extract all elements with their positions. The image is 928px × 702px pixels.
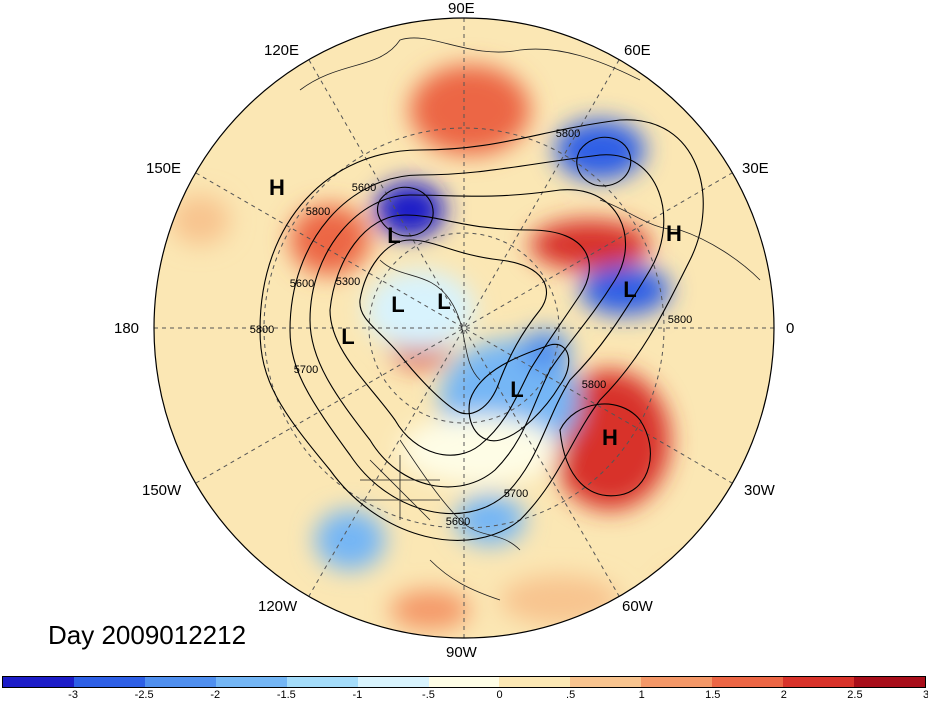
colorbar-tick-label: -2.5 xyxy=(134,689,154,701)
contour-label: 5600 xyxy=(289,278,315,290)
colorbar-swatch xyxy=(499,677,571,687)
low-center-label: L xyxy=(391,292,405,317)
colorbar-tick-label: 1.5 xyxy=(705,689,721,701)
lon-label-120e: 120E xyxy=(264,42,300,59)
high-center-label: H xyxy=(666,221,682,246)
colorbar-tick-label: -3 xyxy=(68,689,78,701)
colorbar-tick-label: -1.5 xyxy=(276,689,296,701)
lon-label-90w: 90W xyxy=(446,644,477,661)
lon-label-180: 180 xyxy=(114,320,140,337)
lon-label-150w: 150W xyxy=(142,482,182,499)
colorbar-tick-label: 2.5 xyxy=(847,689,863,701)
anomaly-field xyxy=(154,18,774,638)
contour-label: 5300 xyxy=(335,276,361,288)
high-center-label: H xyxy=(269,175,285,200)
colorbar-swatch xyxy=(712,677,784,687)
low-center-label: L xyxy=(437,289,451,314)
colorbar-tick-label: .5 xyxy=(566,689,576,701)
lon-label-30w: 30W xyxy=(744,482,775,499)
lon-label-0: 0 xyxy=(786,320,795,337)
colorbar-swatch xyxy=(3,677,74,687)
colorbar-swatch xyxy=(215,677,287,687)
colorbar-swatch xyxy=(854,677,925,687)
contour-label: 5600 xyxy=(445,516,471,528)
low-center-label: L xyxy=(341,324,355,349)
low-center-label: L xyxy=(623,277,637,302)
colorbar-swatch xyxy=(73,677,145,687)
contour-label: 5800 xyxy=(305,206,331,218)
lon-label-60e: 60E xyxy=(624,42,651,59)
contour-label: 5800 xyxy=(581,379,607,391)
lon-label-120w: 120W xyxy=(258,598,298,615)
colorbar-swatch xyxy=(428,677,500,687)
colorbar-swatch xyxy=(286,677,358,687)
colorbar-tick-label: -1 xyxy=(352,689,363,701)
colorbar-tick-label: 2 xyxy=(780,689,787,701)
contour-label: 5800 xyxy=(555,128,581,140)
high-center-label: H xyxy=(602,425,618,450)
colorbar-swatch xyxy=(357,677,429,687)
colorbar-swatch xyxy=(570,677,642,687)
colorbar xyxy=(2,676,926,688)
contour-label: 5800 xyxy=(667,314,693,326)
lon-label-60w: 60W xyxy=(622,598,653,615)
lon-label-150e: 150E xyxy=(146,160,182,177)
contour-label: 5700 xyxy=(503,488,529,500)
colorbar-tick-label: 1 xyxy=(638,689,645,701)
colorbar-swatch xyxy=(144,677,216,687)
map-title: Day 2009012212 xyxy=(48,620,247,650)
low-center-label: L xyxy=(387,223,401,248)
lon-label-90e: 90E xyxy=(448,0,475,17)
contour-label: 5700 xyxy=(293,364,319,376)
lon-label-30e: 30E xyxy=(742,160,769,177)
colorbar-tick-label: -2 xyxy=(210,689,221,701)
contour-label: 5600 xyxy=(351,182,377,194)
colorbar-tick-label: 3 xyxy=(922,689,928,701)
low-center-label: L xyxy=(510,377,524,402)
colorbar-swatch xyxy=(641,677,713,687)
colorbar-swatch xyxy=(783,677,855,687)
contour-label: 5800 xyxy=(249,324,275,336)
colorbar-tick-label: -.5 xyxy=(422,689,435,701)
colorbar-tick-label: 0 xyxy=(496,689,503,701)
